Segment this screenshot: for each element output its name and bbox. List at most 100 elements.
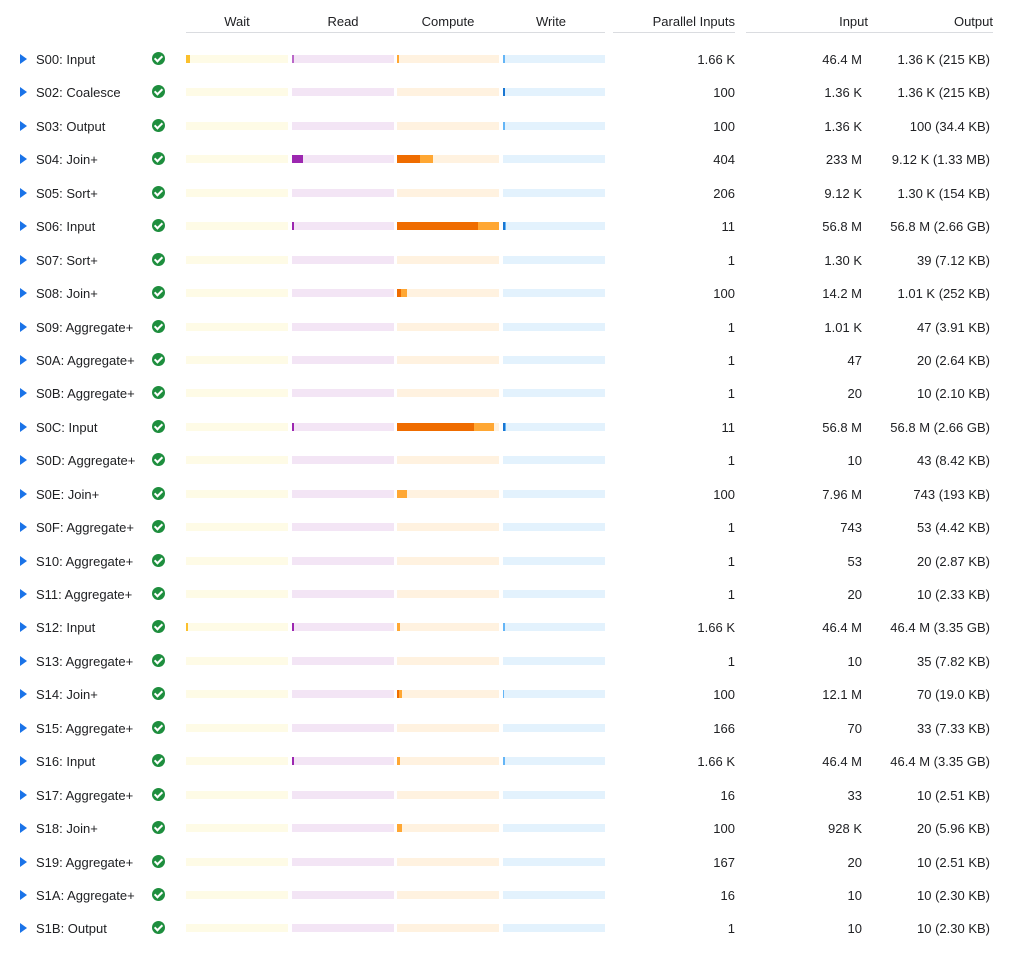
stage-name[interactable]: S14: Join+ [36, 687, 98, 703]
write-max-fill [503, 121, 506, 130]
expand-triangle-icon[interactable] [20, 120, 27, 131]
stage-name[interactable]: S11: Aggregate+ [36, 587, 133, 603]
input-records: 10 [847, 453, 862, 469]
check-circle-icon [152, 854, 165, 868]
expand-triangle-icon[interactable] [20, 87, 27, 98]
stage-name[interactable]: S18: Join+ [36, 821, 98, 837]
stage-row[interactable]: S17: Aggregate+ 16 33 10 (2.51 KB) [0, 786, 1020, 806]
wait-bar [186, 355, 288, 364]
stage-name[interactable]: S0D: Aggregate+ [36, 453, 136, 469]
stage-row[interactable]: S1A: Aggregate+ 16 10 10 (2.30 KB) [0, 886, 1020, 906]
stage-row[interactable]: S19: Aggregate+ 167 20 10 (2.51 KB) [0, 853, 1020, 873]
expand-triangle-icon[interactable] [20, 54, 27, 64]
stage-name[interactable]: S0F: Aggregate+ [36, 520, 134, 536]
stage-name[interactable]: S06: Input [36, 219, 96, 235]
stage-row[interactable]: S07: Sort+ 1 1.30 K 39 (7.12 KB) [0, 251, 1020, 271]
stage-name[interactable]: S12: Input [36, 620, 96, 636]
write-bar [503, 723, 605, 732]
compute-max-fill [397, 824, 403, 833]
expand-triangle-icon[interactable] [20, 823, 27, 834]
expand-triangle-icon[interactable] [20, 555, 27, 566]
stage-row[interactable]: S0A: Aggregate+ 1 47 20 (2.64 KB) [0, 351, 1020, 371]
stage-row[interactable]: S11: Aggregate+ 1 20 10 (2.33 KB) [0, 585, 1020, 605]
stage-name[interactable]: S1A: Aggregate+ [36, 888, 135, 903]
expand-triangle-icon[interactable] [20, 288, 27, 299]
stage-name[interactable]: S19: Aggregate+ [36, 854, 134, 870]
stage-name[interactable]: S09: Aggregate+ [36, 319, 134, 335]
stage-row[interactable]: S04: Join+ 404 233 M 9.12 K (1.33 MB) [0, 150, 1020, 170]
expand-triangle-icon[interactable] [20, 421, 27, 432]
expand-triangle-icon[interactable] [20, 890, 27, 900]
compute-avg-fill [397, 222, 478, 231]
expand-triangle-icon[interactable] [20, 187, 27, 198]
read-bar [292, 255, 394, 264]
expand-triangle-icon[interactable] [20, 655, 27, 666]
stage-name[interactable]: S04: Join+ [36, 152, 98, 168]
stage-name[interactable]: S00: Input [36, 52, 96, 67]
stage-row[interactable]: S0F: Aggregate+ 1 743 53 (4.42 KB) [0, 518, 1020, 538]
check-circle-icon [152, 754, 165, 768]
stage-row[interactable]: S0B: Aggregate+ 1 20 10 (2.10 KB) [0, 384, 1020, 404]
write-bar [503, 322, 605, 331]
write-max-fill [503, 623, 506, 632]
expand-triangle-icon[interactable] [20, 722, 27, 733]
expand-triangle-icon[interactable] [20, 756, 27, 767]
stage-row[interactable]: S00: Input 1.66 K 46.4 M 1.36 K (215 KB) [0, 50, 1020, 70]
stage-name[interactable]: S15: Aggregate+ [36, 720, 134, 736]
expand-triangle-icon[interactable] [20, 455, 27, 466]
stage-row[interactable]: S0E: Join+ 100 7.96 M 743 (193 KB) [0, 485, 1020, 505]
stage-row[interactable]: S0D: Aggregate+ 1 10 43 (8.42 KB) [0, 451, 1020, 471]
stage-row[interactable]: S12: Input 1.66 K 46.4 M 46.4 M (3.35 GB… [0, 618, 1020, 638]
read-bar [292, 824, 394, 833]
expand-triangle-icon[interactable] [20, 221, 27, 232]
stage-name[interactable]: S17: Aggregate+ [36, 787, 134, 803]
stage-row[interactable]: S02: Coalesce 100 1.36 K 1.36 K (215 KB) [0, 83, 1020, 103]
stage-name[interactable]: S0E: Join+ [36, 486, 100, 502]
stage-row[interactable]: S06: Input 11 56.8 M 56.8 M (2.66 GB) [0, 217, 1020, 237]
expand-triangle-icon[interactable] [20, 522, 27, 533]
stage-name[interactable]: S16: Input [36, 754, 96, 770]
input-records: 10 [847, 888, 862, 903]
stage-name[interactable]: S02: Coalesce [36, 85, 121, 101]
stage-name[interactable]: S07: Sort+ [36, 252, 98, 268]
stage-row[interactable]: S03: Output 100 1.36 K 100 (34.4 KB) [0, 117, 1020, 137]
expand-triangle-icon[interactable] [20, 622, 27, 633]
header-compute: Compute [421, 14, 475, 29]
stage-name[interactable]: S08: Join+ [36, 286, 98, 302]
expand-triangle-icon[interactable] [20, 488, 27, 499]
stage-name[interactable]: S05: Sort+ [36, 185, 98, 201]
stage-name[interactable]: S03: Output [36, 118, 106, 134]
expand-triangle-icon[interactable] [20, 923, 27, 934]
wait-bar [186, 489, 288, 498]
expand-triangle-icon[interactable] [20, 254, 27, 265]
stage-name[interactable]: S1B: Output [36, 921, 107, 937]
stage-name[interactable]: S0A: Aggregate+ [36, 352, 135, 368]
stage-row[interactable]: S16: Input 1.66 K 46.4 M 46.4 M (3.35 GB… [0, 752, 1020, 772]
expand-triangle-icon[interactable] [20, 789, 27, 800]
compute-bar [397, 456, 499, 465]
stage-row[interactable]: S09: Aggregate+ 1 1.01 K 47 (3.91 KB) [0, 318, 1020, 338]
stage-row[interactable]: S18: Join+ 100 928 K 20 (5.96 KB) [0, 819, 1020, 839]
expand-triangle-icon[interactable] [20, 856, 27, 867]
write-bar [503, 656, 605, 665]
stage-name[interactable]: S0C: Input [36, 419, 98, 435]
expand-triangle-icon[interactable] [20, 388, 27, 399]
expand-triangle-icon[interactable] [20, 321, 27, 332]
expand-triangle-icon[interactable] [20, 354, 27, 365]
stage-row[interactable]: S1B: Output 1 10 10 (2.30 KB) [0, 919, 1020, 939]
expand-triangle-icon[interactable] [20, 589, 27, 600]
stage-name[interactable]: S10: Aggregate+ [36, 553, 134, 569]
stage-row[interactable]: S0C: Input 11 56.8 M 56.8 M (2.66 GB) [0, 418, 1020, 438]
stage-name[interactable]: S13: Aggregate+ [36, 653, 134, 669]
stage-row[interactable]: S10: Aggregate+ 1 53 20 (2.87 KB) [0, 552, 1020, 572]
write-bar [503, 88, 605, 97]
expand-triangle-icon[interactable] [20, 689, 27, 700]
stage-row[interactable]: S08: Join+ 100 14.2 M 1.01 K (252 KB) [0, 284, 1020, 304]
expand-triangle-icon[interactable] [20, 154, 27, 165]
stage-name[interactable]: S0B: Aggregate+ [36, 386, 135, 402]
stage-row[interactable]: S05: Sort+ 206 9.12 K 1.30 K (154 KB) [0, 184, 1020, 204]
stage-row[interactable]: S14: Join+ 100 12.1 M 70 (19.0 KB) [0, 685, 1020, 705]
stage-row[interactable]: S13: Aggregate+ 1 10 35 (7.82 KB) [0, 652, 1020, 672]
stage-row[interactable]: S15: Aggregate+ 166 70 33 (7.33 KB) [0, 719, 1020, 739]
check-circle-icon [152, 419, 165, 433]
